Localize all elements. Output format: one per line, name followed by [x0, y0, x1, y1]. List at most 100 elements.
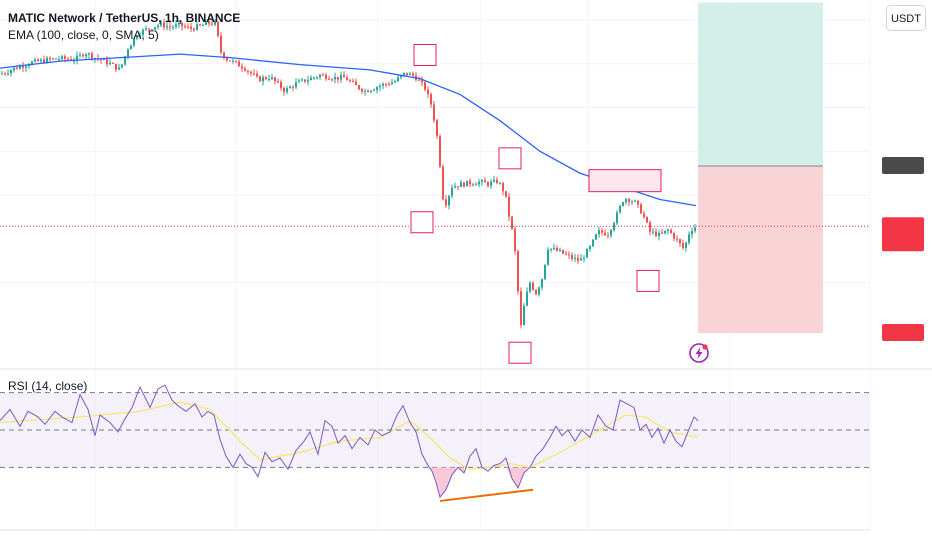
- candle-body: [196, 24, 198, 31]
- candle-body: [676, 238, 678, 240]
- candle-body: [238, 61, 240, 67]
- candle-body: [481, 180, 483, 182]
- candle-body: [493, 179, 495, 182]
- candle-body: [673, 233, 675, 239]
- candle-body: [100, 59, 102, 61]
- candle-body: [130, 45, 132, 50]
- candle-body: [226, 58, 228, 61]
- candle-body: [562, 249, 564, 254]
- candle-body: [472, 184, 474, 186]
- candle-body: [208, 21, 210, 24]
- candle-body: [31, 61, 33, 65]
- buy-stop-box: [588, 169, 662, 193]
- candle-body: [199, 24, 201, 26]
- candle-body: [577, 257, 579, 261]
- candle-body: [658, 232, 660, 237]
- candle-body: [436, 120, 438, 137]
- candle-body: [376, 87, 378, 90]
- candle-body: [331, 79, 333, 81]
- candle-body: [625, 198, 627, 203]
- candle-body: [607, 235, 609, 237]
- candle-body: [406, 72, 408, 76]
- candle-body: [310, 77, 312, 81]
- candle-body: [364, 90, 366, 92]
- candle-body: [223, 52, 225, 59]
- price-label: [882, 324, 924, 341]
- candle-body: [154, 27, 156, 30]
- candle-body: [262, 77, 264, 82]
- candle-body: [67, 58, 69, 60]
- candle-body: [304, 79, 306, 82]
- candle-body: [220, 35, 222, 53]
- candle-body: [466, 180, 468, 187]
- candle-body: [85, 54, 87, 57]
- candle-body: [178, 22, 180, 25]
- candle-body: [307, 80, 309, 82]
- candle-body: [355, 81, 357, 86]
- candle-body: [535, 289, 537, 295]
- candle-body: [691, 231, 693, 235]
- candle-body: [652, 231, 654, 233]
- candle-body: [229, 60, 231, 62]
- rsi-indicator-label[interactable]: RSI (14, close): [8, 379, 88, 393]
- candle-body: [379, 85, 381, 88]
- candle-body: [430, 94, 432, 105]
- candle-body: [391, 82, 393, 85]
- candle-body: [298, 80, 300, 83]
- candle-body: [43, 59, 45, 63]
- candle-body: [16, 67, 18, 69]
- candle-body: [532, 282, 534, 290]
- candle-body: [250, 71, 252, 74]
- candle-body: [544, 264, 546, 280]
- candle-body: [418, 79, 420, 81]
- candle-body: [526, 291, 528, 306]
- candle-body: [274, 77, 276, 82]
- candle-body: [454, 186, 456, 188]
- candle-body: [346, 77, 348, 81]
- candle-body: [271, 77, 273, 79]
- annotation-box: [508, 341, 532, 364]
- candle-body: [202, 24, 204, 26]
- candle-body: [265, 77, 267, 79]
- candle-body: [322, 74, 324, 76]
- candle-body: [400, 75, 402, 78]
- swing-annotation: [508, 341, 532, 364]
- candle-body: [460, 182, 462, 187]
- candle-body: [631, 201, 633, 203]
- lightning-alert-icon[interactable]: [688, 342, 710, 364]
- price-label-bg: [882, 324, 924, 341]
- candle-body: [619, 205, 621, 213]
- candle-body: [55, 58, 57, 60]
- candle-body: [181, 22, 183, 27]
- candle-body: [424, 82, 426, 90]
- candle-body: [367, 90, 369, 93]
- candle-body: [91, 53, 93, 59]
- candle-body: [319, 74, 321, 78]
- candle-body: [142, 29, 144, 35]
- candle-body: [688, 234, 690, 243]
- candle-body: [232, 60, 234, 62]
- candle-body: [583, 257, 585, 259]
- candle-body: [565, 253, 567, 255]
- rsi-ma-line: [0, 401, 699, 470]
- candle-body: [37, 59, 39, 62]
- candles: [1, 18, 696, 329]
- ema-indicator-label[interactable]: EMA (100, close, 0, SMA, 5): [8, 28, 159, 42]
- candle-body: [574, 257, 576, 259]
- candle-body: [475, 184, 477, 186]
- candle-body: [136, 36, 138, 39]
- candle-body: [286, 88, 288, 92]
- candle-body: [190, 26, 192, 29]
- candle-body: [484, 180, 486, 183]
- candle-body: [145, 28, 147, 30]
- candle-body: [505, 191, 507, 197]
- currency-unit-button[interactable]: USDT: [886, 5, 926, 31]
- candle-body: [112, 62, 114, 64]
- candle-body: [361, 89, 363, 92]
- candle-body: [604, 232, 606, 236]
- candle-body: [352, 81, 354, 83]
- candle-body: [640, 204, 642, 214]
- candle-body: [445, 199, 447, 206]
- candle-body: [151, 29, 153, 31]
